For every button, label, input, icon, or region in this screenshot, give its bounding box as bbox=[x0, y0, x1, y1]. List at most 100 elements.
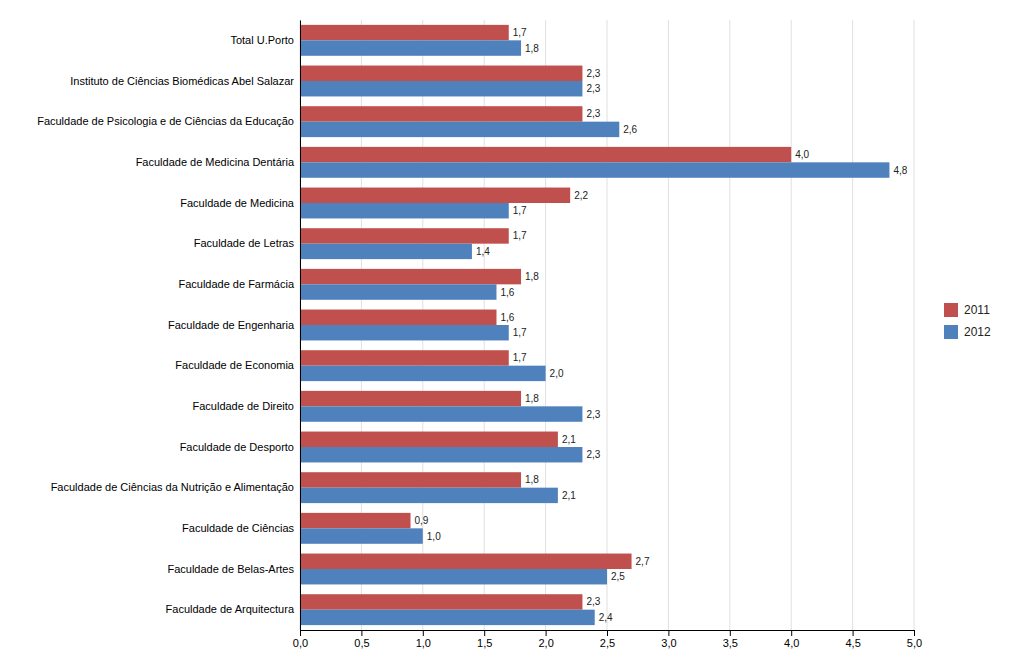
data-label: 1,8 bbox=[525, 43, 539, 54]
data-label: 4,0 bbox=[795, 149, 809, 160]
y-tick: Faculdade de Ciências da Nutrição e Alim… bbox=[51, 481, 294, 493]
x-tick-label: 3,0 bbox=[661, 637, 676, 649]
x-tick: 1,0 bbox=[416, 630, 431, 649]
data-label: 2,6 bbox=[623, 124, 637, 135]
y-tick: Faculdade de Letras bbox=[194, 237, 295, 249]
x-tick: 0,0 bbox=[293, 630, 308, 649]
data-label: 2,3 bbox=[586, 83, 600, 94]
bar bbox=[300, 488, 558, 503]
y-tick-label: Faculdade de Economia bbox=[175, 359, 295, 371]
x-tick: 2,0 bbox=[538, 630, 553, 649]
data-label: 1,8 bbox=[525, 393, 539, 404]
bar bbox=[300, 162, 889, 177]
x-tick: 0,5 bbox=[354, 630, 369, 649]
data-label: 2,1 bbox=[562, 434, 576, 445]
y-tick: Instituto de Ciências Biomédicas Abel Sa… bbox=[70, 75, 294, 87]
y-tick-label: Faculdade de Medicina bbox=[180, 197, 295, 209]
data-label: 2,3 bbox=[586, 409, 600, 420]
y-tick: Faculdade de Arquitectura bbox=[166, 603, 295, 615]
series-bars bbox=[300, 40, 889, 625]
legend-swatch bbox=[944, 325, 958, 339]
bar bbox=[300, 40, 521, 55]
bar bbox=[300, 310, 496, 325]
data-label: 1,7 bbox=[513, 327, 527, 338]
bar bbox=[300, 81, 582, 96]
x-tick-mark bbox=[423, 630, 424, 636]
legend-label: 2011 bbox=[964, 303, 990, 317]
bar bbox=[300, 269, 521, 284]
bar bbox=[300, 432, 558, 447]
data-label: 4,8 bbox=[893, 165, 907, 176]
data-label: 1,4 bbox=[476, 246, 490, 257]
bar bbox=[300, 472, 521, 487]
chart: 2,32,70,91,82,11,81,71,61,81,72,24,02,32… bbox=[0, 0, 1024, 670]
legend-label: 2012 bbox=[964, 325, 991, 339]
x-tick-label: 0,5 bbox=[354, 637, 369, 649]
bars bbox=[300, 25, 889, 625]
x-tick: 5,0 bbox=[907, 630, 922, 649]
y-tick: Faculdade de Medicina bbox=[180, 197, 295, 209]
x-tick: 3,0 bbox=[661, 630, 676, 649]
x-tick-mark bbox=[791, 630, 792, 636]
y-tick-label: Faculdade de Psicologia e de Ciências da… bbox=[37, 115, 294, 127]
y-tick-label: Faculdade de Medicina Dentária bbox=[136, 156, 295, 168]
bar bbox=[300, 554, 632, 569]
x-tick-label: 5,0 bbox=[907, 637, 922, 649]
y-axis: Faculdade de Arquitectura Faculdade de Be… bbox=[37, 21, 300, 631]
y-tick: Faculdade de Desporto bbox=[180, 441, 294, 453]
bar bbox=[300, 325, 509, 340]
plot: 2,32,70,91,82,11,81,71,61,81,72,24,02,32… bbox=[37, 20, 922, 649]
bar bbox=[300, 366, 546, 381]
x-tick-mark bbox=[914, 630, 915, 636]
grid-line bbox=[300, 20, 301, 630]
y-tick-label: Faculdade de Letras bbox=[194, 237, 295, 249]
x-tick: 3,5 bbox=[723, 630, 738, 649]
bar bbox=[300, 25, 509, 40]
data-label: 2,7 bbox=[636, 556, 650, 567]
y-tick-label: Faculdade de Arquitectura bbox=[166, 603, 295, 615]
y-tick-label: Total U.Porto bbox=[230, 34, 294, 46]
y-tick: Faculdade de Direito bbox=[192, 400, 294, 412]
y-tick: Faculdade de Psicologia e de Ciências da… bbox=[37, 115, 294, 127]
grid-line bbox=[729, 20, 730, 630]
bar bbox=[300, 122, 619, 137]
data-label: 2,3 bbox=[586, 596, 600, 607]
data-label: 1,8 bbox=[525, 271, 539, 282]
y-tick-label: Faculdade de Direito bbox=[192, 400, 294, 412]
data-label: 1,0 bbox=[427, 531, 441, 542]
bar bbox=[300, 284, 496, 299]
data-labels: 2,32,70,91,82,11,81,71,61,81,72,24,02,32… bbox=[415, 27, 908, 623]
bar bbox=[300, 350, 509, 365]
bar bbox=[300, 66, 582, 81]
y-tick: Faculdade de Ciências bbox=[182, 522, 294, 534]
y-tick: Faculdade de Farmácia bbox=[178, 278, 294, 290]
y-tick-label: Faculdade de Ciências da Nutrição e Alim… bbox=[51, 481, 294, 493]
bar bbox=[300, 610, 595, 625]
data-label: 2,5 bbox=[611, 571, 625, 582]
y-tick-label: Faculdade de Belas-Artes bbox=[167, 563, 294, 575]
x-tick-label: 0,0 bbox=[293, 637, 308, 649]
bar bbox=[300, 594, 582, 609]
legend-item: 2012 bbox=[944, 325, 991, 339]
data-label: 2,1 bbox=[562, 490, 576, 501]
x-tick: 4,5 bbox=[845, 630, 860, 649]
grid-line bbox=[791, 20, 792, 630]
data-label: 1,7 bbox=[513, 205, 527, 216]
legend-item: 2011 bbox=[944, 303, 990, 317]
x-tick-label: 2,0 bbox=[538, 637, 553, 649]
x-tick-mark bbox=[546, 630, 547, 636]
bar bbox=[300, 188, 570, 203]
y-tick-label: Faculdade de Desporto bbox=[180, 441, 294, 453]
grid-line bbox=[914, 20, 915, 630]
data-label: 2,2 bbox=[574, 190, 588, 201]
y-tick-label: Faculdade de Engenharia bbox=[168, 319, 295, 331]
data-label: 1,6 bbox=[500, 312, 514, 323]
data-label: 2,3 bbox=[586, 68, 600, 79]
grid-line bbox=[668, 20, 669, 630]
x-tick-label: 3,5 bbox=[723, 637, 738, 649]
legend-swatch bbox=[944, 303, 958, 317]
x-tick: 4,0 bbox=[784, 630, 799, 649]
bar bbox=[300, 147, 791, 162]
data-label: 2,0 bbox=[550, 368, 564, 379]
data-label: 1,7 bbox=[513, 352, 527, 363]
